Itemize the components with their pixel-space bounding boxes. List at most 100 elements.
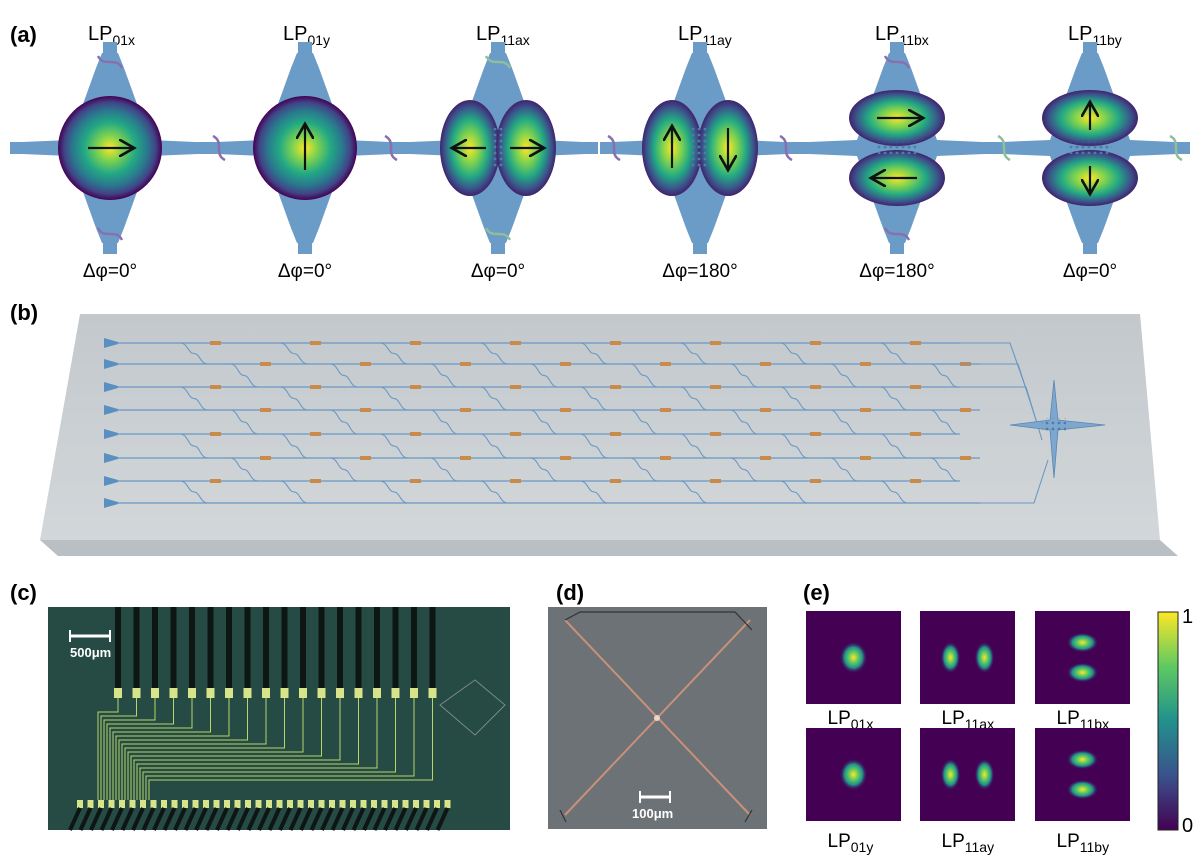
fiber-pad bbox=[225, 688, 233, 698]
intensity-spot bbox=[839, 758, 868, 791]
output-fiber bbox=[141, 807, 156, 831]
input-wave-symbol bbox=[96, 55, 124, 69]
phase-shifter-heater bbox=[660, 362, 671, 366]
fiber-pad bbox=[169, 688, 178, 698]
mode-title-base: LP bbox=[1068, 23, 1092, 45]
colorbar-gradient bbox=[1157, 611, 1179, 831]
panel-label-d: (d) bbox=[556, 580, 584, 605]
phase-shifter-heater bbox=[310, 341, 321, 345]
phase-shifter-heater bbox=[910, 432, 921, 436]
phase-difference-label: Δφ=0° bbox=[471, 261, 525, 282]
bond-pad bbox=[276, 800, 283, 808]
phase-shifter-heater bbox=[360, 362, 371, 366]
fiber-pad bbox=[280, 688, 289, 698]
phase-shifter-heater bbox=[610, 341, 621, 345]
mode-diagram-11bx: LP11bx Δφ=180° bbox=[797, 23, 997, 282]
phase-shifter-heater bbox=[210, 341, 221, 345]
fiber-pad bbox=[188, 688, 196, 698]
directional-coupler bbox=[379, 342, 409, 365]
scalebar-c-label: 500μm bbox=[70, 645, 111, 660]
bond-pad bbox=[119, 800, 125, 808]
bond-pad bbox=[392, 800, 398, 808]
bond-pad bbox=[371, 800, 377, 808]
bond-pad bbox=[287, 800, 293, 808]
grating-coupler bbox=[104, 429, 118, 439]
output-fiber bbox=[404, 807, 418, 831]
mode-image-11by: LP11by bbox=[1035, 728, 1130, 855]
microscope-image-coupler: 100μm bbox=[548, 607, 767, 829]
fiber-pad bbox=[114, 688, 122, 698]
output-fiber bbox=[362, 807, 376, 831]
mode-image-background bbox=[1035, 728, 1130, 821]
mode-image-01x: LP01x bbox=[806, 611, 901, 732]
input-wave-symbol bbox=[484, 227, 512, 241]
intensity-lobe bbox=[1066, 749, 1099, 770]
directional-coupler bbox=[479, 480, 509, 504]
phase-shifter-heater bbox=[810, 385, 821, 389]
bond-pad bbox=[423, 800, 430, 808]
output-fiber bbox=[351, 807, 366, 831]
phase-shifter-heater bbox=[360, 456, 371, 460]
output-fiber bbox=[330, 807, 345, 831]
phase-difference-label: Δφ=0° bbox=[83, 261, 137, 282]
directional-coupler bbox=[379, 480, 409, 504]
phase-shifter-heater bbox=[260, 362, 271, 366]
bond-pad bbox=[150, 800, 157, 808]
chip-trace bbox=[115, 698, 230, 800]
mode-image-11ax: LP11ax bbox=[920, 611, 1015, 732]
intensity-lobe bbox=[1066, 662, 1099, 683]
phase-shifter-heater bbox=[760, 362, 771, 366]
mode-image-label-sub: 01y bbox=[851, 839, 874, 855]
intensity-spot bbox=[839, 641, 868, 674]
intensity-lobe bbox=[974, 758, 995, 791]
fiber-pad bbox=[151, 688, 159, 698]
directional-coupler bbox=[879, 480, 909, 504]
phase-shifter-heater bbox=[560, 362, 571, 366]
chip-coupler-cross bbox=[1009, 379, 1106, 479]
directional-coupler bbox=[829, 457, 859, 482]
fiber-pad bbox=[299, 688, 307, 698]
output-fiber bbox=[435, 807, 450, 831]
phase-shifter-heater bbox=[610, 385, 621, 389]
mzi-mesh bbox=[104, 338, 1049, 508]
directional-coupler bbox=[479, 386, 509, 411]
mode-title-01y: LP01y bbox=[283, 23, 330, 48]
chip-trace bbox=[100, 698, 137, 800]
directional-coupler bbox=[379, 386, 409, 411]
directional-coupler bbox=[929, 457, 959, 482]
phase-shifter-heater bbox=[410, 385, 421, 389]
bond-pad bbox=[182, 800, 188, 808]
bond-pad bbox=[171, 800, 178, 808]
directional-coupler bbox=[529, 409, 559, 435]
bond-pad bbox=[308, 800, 314, 808]
directional-coupler bbox=[729, 409, 759, 435]
directional-coupler bbox=[629, 409, 659, 435]
bond-pad bbox=[213, 800, 220, 808]
intensity-lobe bbox=[940, 641, 961, 674]
directional-coupler bbox=[329, 409, 359, 435]
chip-trace bbox=[97, 698, 119, 800]
phase-shifter-heater bbox=[810, 341, 821, 345]
directional-coupler bbox=[879, 386, 909, 411]
phase-shifter-heater bbox=[310, 432, 321, 436]
bond-pad bbox=[98, 800, 104, 808]
directional-coupler bbox=[679, 433, 709, 459]
output-fiber bbox=[278, 807, 292, 831]
directional-coupler bbox=[279, 342, 309, 365]
phase-shifter-heater bbox=[660, 456, 671, 460]
chip-trace bbox=[118, 698, 248, 800]
fiber-pad bbox=[317, 688, 326, 698]
output-fiber bbox=[246, 807, 261, 831]
directional-coupler bbox=[829, 363, 859, 388]
output-fiber bbox=[89, 807, 103, 831]
mode-image-01y: LP01y bbox=[806, 728, 901, 855]
mode-image-label-sub: 11ay bbox=[965, 839, 994, 855]
panel-label-c: (c) bbox=[10, 580, 37, 605]
phase-shifter-heater bbox=[710, 385, 721, 389]
mode-title-base: LP bbox=[678, 23, 702, 45]
grating-coupler bbox=[104, 382, 118, 392]
bond-pad bbox=[297, 800, 304, 808]
mode-image-11ay: LP11ay bbox=[920, 728, 1015, 855]
fiber-pad bbox=[410, 688, 418, 698]
chip-trace bbox=[133, 698, 341, 800]
